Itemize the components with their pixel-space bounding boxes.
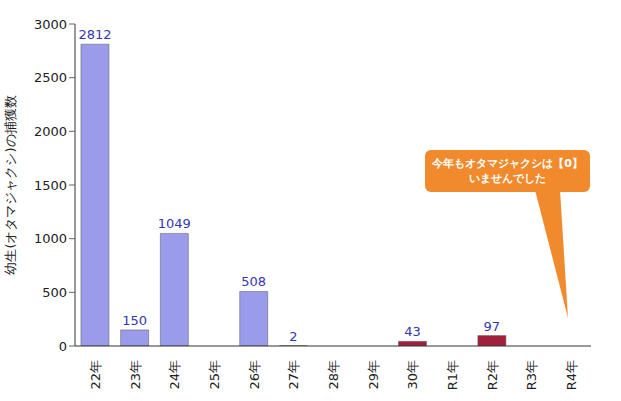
svg-text:2500: 2500 <box>34 70 67 85</box>
svg-text:508: 508 <box>241 274 266 289</box>
svg-text:R3年: R3年 <box>524 360 539 390</box>
svg-text:26年: 26年 <box>247 360 262 390</box>
svg-text:1000: 1000 <box>34 231 67 246</box>
html-text:今年もオタマジャクシは【0】: 今年もオタマジャクシは【0】 <box>432 157 583 170</box>
html-text:いませんでした: いませんでした <box>469 172 546 185</box>
svg-text:29年: 29年 <box>366 360 381 390</box>
svg-text:23年: 23年 <box>128 360 143 390</box>
svg-text:27年: 27年 <box>286 360 301 390</box>
svg-text:2: 2 <box>289 329 297 344</box>
svg-text:30年: 30年 <box>405 360 420 390</box>
svg-text:0: 0 <box>59 339 67 354</box>
svg-text:2812: 2812 <box>78 27 111 42</box>
svg-text:24年: 24年 <box>167 360 182 390</box>
svg-text:1049: 1049 <box>158 216 191 231</box>
svg-text:25年: 25年 <box>207 360 222 390</box>
svg-text:22年: 22年 <box>88 360 103 390</box>
svg-text:2000: 2000 <box>34 124 67 139</box>
svg-text:28年: 28年 <box>326 360 341 390</box>
svg-text:150: 150 <box>122 313 147 328</box>
svg-text:1500: 1500 <box>34 178 67 193</box>
svg-text:R4年: R4年 <box>564 360 579 390</box>
svg-text:43: 43 <box>404 324 421 339</box>
svg-text:3000: 3000 <box>34 17 67 32</box>
svg-text:500: 500 <box>42 285 67 300</box>
svg-text:幼生(オタマジャクシ)の捕獲数: 幼生(オタマジャクシ)の捕獲数 <box>3 95 18 274</box>
svg-text:R2年: R2年 <box>485 360 500 390</box>
svg-text:R1年: R1年 <box>445 360 460 390</box>
svg-text:97: 97 <box>484 319 501 334</box>
